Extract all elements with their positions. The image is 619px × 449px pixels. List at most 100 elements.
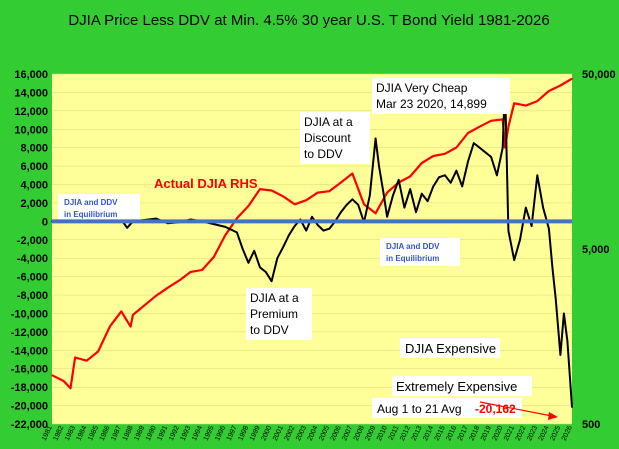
annotation-aug-avg-value: -20,162 <box>475 402 516 416</box>
annotation-very-cheap-date: Mar 23 2020, 14,899 <box>376 97 487 111</box>
annotation-premium-3: to DDV <box>250 323 289 337</box>
data-point-djia-less-ddv <box>566 340 569 342</box>
y-tick-label-left: 16,000 <box>14 69 48 81</box>
y-tick-label-left: 0 <box>42 216 48 228</box>
annotation-aug-avg: Aug 1 to 21 Avg <box>377 402 462 416</box>
y-tick-label-left: -16,000 <box>11 364 48 376</box>
left-y-axis: 16,000 14,000 12,000 10,000 8,000 6,000 4,000 2… <box>11 69 48 431</box>
data-point-djia-less-ddv <box>467 160 469 163</box>
data-point-djia-less-ddv <box>270 280 273 283</box>
annotation-discount-3: to DDV <box>304 147 343 161</box>
annotation-box-expensive <box>400 338 500 358</box>
data-point-djia-less-ddv <box>345 204 348 206</box>
annotation-box-discount <box>300 112 370 164</box>
data-point-djia-rhs <box>85 359 88 362</box>
data-point-djia-less-ddv <box>530 225 533 227</box>
data-point-djia-rhs <box>224 234 227 236</box>
annotation-actual-djia-rhs: Actual DJIA RHS <box>154 176 258 191</box>
y-tick-label-right: 500 <box>582 419 600 431</box>
data-point-djia-less-ddv <box>559 354 562 356</box>
data-point-djia-less-ddv <box>490 156 492 158</box>
data-point-djia-rhs <box>236 217 238 219</box>
data-point-djia-less-ddv <box>501 146 504 149</box>
data-point-djia-less-ddv <box>421 192 423 195</box>
data-point-djia-less-ddv <box>478 146 481 149</box>
data-point-djia-less-ddv <box>461 185 464 188</box>
annotation-equilibrium-right-2: in Equilibrium <box>386 254 439 263</box>
data-point-djia-less-ddv <box>126 227 128 229</box>
data-point-djia-less-ddv <box>369 194 371 197</box>
data-point-djia-rhs <box>478 125 481 128</box>
data-point-djia-less-ddv <box>444 174 446 177</box>
data-point-djia-rhs <box>571 77 573 80</box>
data-point-djia-rhs <box>305 199 308 201</box>
annotation-box-equilibrium-left <box>58 194 140 222</box>
data-point-djia-less-ddv <box>397 179 400 181</box>
data-point-djia-less-ddv <box>519 239 521 241</box>
annotation-discount-1: DJIA at a <box>304 115 353 129</box>
data-point-djia-less-ddv <box>311 216 313 218</box>
data-point-djia-less-ddv <box>236 231 238 234</box>
series-layer <box>51 77 573 408</box>
annotation-arrow-head <box>548 412 558 420</box>
data-point-djia-rhs <box>166 287 169 289</box>
y-tick-label-left: -8,000 <box>17 290 48 302</box>
data-point-djia-less-ddv <box>507 229 510 232</box>
data-point-djia-less-ddv <box>455 169 458 172</box>
data-point-djia-rhs <box>513 102 515 105</box>
data-point-djia-rhs <box>444 153 446 155</box>
data-point-djia-rhs <box>421 162 423 164</box>
data-point-djia-rhs <box>351 172 354 175</box>
data-point-djia-rhs <box>317 191 319 194</box>
data-point-djia-less-ddv <box>317 224 319 226</box>
data-point-djia-less-ddv <box>563 312 565 315</box>
y-tick-label-left: -6,000 <box>17 272 48 284</box>
data-point-djia-less-ddv <box>386 216 388 218</box>
data-point-djia-rhs <box>129 325 132 328</box>
data-point-djia-less-ddv <box>438 176 440 178</box>
data-point-djia-less-ddv <box>241 248 244 250</box>
data-point-djia-rhs <box>132 314 134 316</box>
y-tick-label-left: -18,000 <box>11 382 48 394</box>
y-tick-label-left: -20,000 <box>11 401 48 413</box>
annotation-box-extremely-expensive <box>392 376 532 396</box>
data-point-djia-less-ddv <box>496 174 498 177</box>
y-tick-label-left: -14,000 <box>11 345 48 357</box>
data-point-djia-less-ddv <box>224 226 227 228</box>
y-tick-label-right: 5,000 <box>582 244 610 256</box>
data-point-djia-less-ddv <box>392 194 394 197</box>
data-point-djia-rhs <box>490 120 492 122</box>
data-point-djia-rhs <box>201 269 203 271</box>
data-point-djia-rhs <box>374 212 377 215</box>
data-point-djia-less-ddv <box>382 192 385 195</box>
y-tick-label-left: -12,000 <box>11 327 48 339</box>
data-point-djia-rhs <box>507 125 510 128</box>
y-tick-label-left: 14,000 <box>14 87 48 99</box>
data-point-djia-rhs <box>62 380 65 382</box>
data-point-djia-less-ddv <box>213 223 215 225</box>
data-point-djia-less-ddv <box>253 250 255 252</box>
data-point-djia-less-ddv <box>484 151 487 154</box>
data-point-djia-rhs <box>525 104 527 107</box>
annotation-discount-2: Discount <box>304 131 351 145</box>
data-point-djia-rhs <box>536 100 539 102</box>
data-point-djia-less-ddv <box>328 227 331 230</box>
right-y-axis: 50,000 5,000 500 <box>582 69 616 431</box>
data-point-djia-rhs <box>213 256 215 258</box>
data-point-djia-less-ddv <box>555 298 557 301</box>
data-point-djia-rhs <box>293 203 296 206</box>
annotation-equilibrium-left-1: DJIA and DDV <box>64 198 118 207</box>
data-point-djia-less-ddv <box>340 211 342 213</box>
annotation-box-equilibrium-right <box>380 238 460 266</box>
data-point-djia-less-ddv <box>305 229 308 232</box>
data-point-djia-rhs <box>467 132 469 134</box>
data-point-djia-less-ddv <box>571 406 573 408</box>
data-point-djia-less-ddv <box>288 234 290 236</box>
annotation-equilibrium-left-2: in Equilibrium <box>64 210 117 219</box>
y-tick-label-left: -10,000 <box>11 308 48 320</box>
data-point-djia-less-ddv <box>409 188 412 190</box>
y-tick-label-left: 8,000 <box>20 143 48 155</box>
data-point-djia-less-ddv <box>374 137 377 140</box>
annotation-box-premium <box>246 288 312 340</box>
